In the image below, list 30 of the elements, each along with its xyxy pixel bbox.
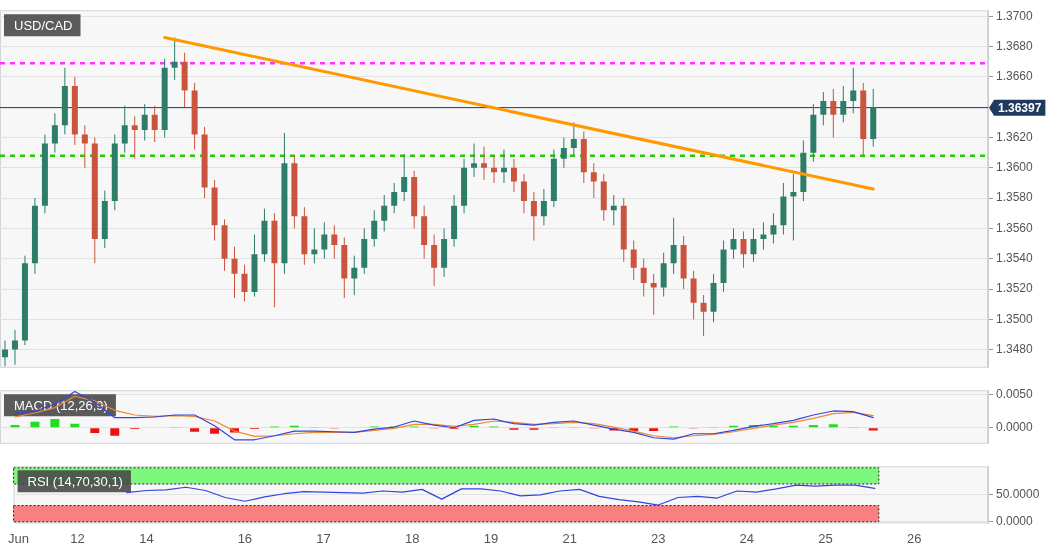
y-tick-label: 1.3580 [996,190,1034,205]
y-tick-label: 1.3500 [996,311,1034,326]
y-tick-label: 50.0000 [996,487,1040,502]
y-tick-label: 1.3680 [996,38,1034,53]
y-tick-label: 1.3480 [996,341,1034,356]
y-tick-label: 0.0000 [996,420,1034,435]
ref-line-label: 1.36397 [998,100,1042,115]
text: RSI (14,70,30,1) [27,473,123,489]
x-tick-label: 23 [651,530,666,546]
y-tick-label: 0.0000 [996,514,1034,529]
text: USD/CAD [14,17,73,33]
x-tick-label: 12 [70,530,85,546]
x-tick-label: 14 [139,530,154,546]
y-tick-label: 0.0050 [996,386,1034,401]
y-tick-label: 1.3540 [996,251,1034,266]
x-tick-label: 25 [818,530,833,546]
x-tick-label: 19 [483,530,499,546]
y-tick-label: 1.3560 [996,220,1034,235]
x-tick-label: 24 [739,530,755,546]
y-tick-label: 1.3600 [996,160,1034,175]
y-tick-label: 1.3520 [996,281,1034,296]
y-tick-label: 1.3700 [996,8,1034,23]
x-tick-label: 16 [237,530,253,546]
y-tick-label: 1.3660 [996,69,1034,84]
x-tick-label: Jun [8,530,29,546]
x-tick-label: 18 [404,530,420,546]
x-tick-label: 21 [562,530,577,546]
y-tick-label: 1.3620 [996,129,1034,144]
x-tick-label: 17 [316,530,331,546]
x-tick-label: 26 [906,530,922,546]
